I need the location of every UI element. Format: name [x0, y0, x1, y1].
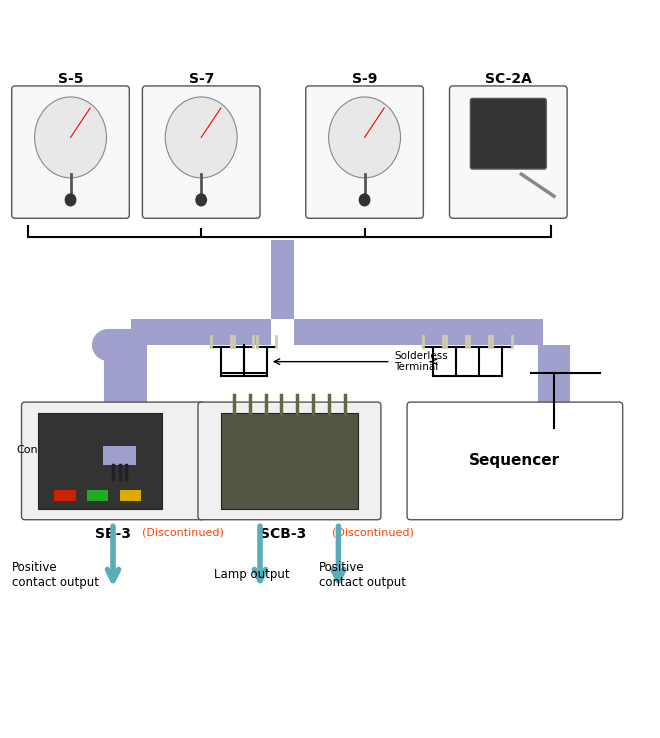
Polygon shape	[488, 320, 500, 345]
Circle shape	[65, 194, 76, 206]
Polygon shape	[54, 490, 76, 501]
Polygon shape	[271, 241, 294, 252]
Polygon shape	[337, 320, 348, 345]
Polygon shape	[294, 320, 305, 345]
Text: Positive
contact output: Positive contact output	[12, 561, 99, 589]
Text: (Discontinued): (Discontinued)	[332, 527, 414, 537]
Text: Positive
contact output: Positive contact output	[319, 561, 406, 589]
Polygon shape	[119, 490, 141, 501]
Polygon shape	[381, 320, 391, 345]
Text: Connector: Connector	[16, 445, 74, 455]
Circle shape	[359, 194, 370, 206]
Text: S-5: S-5	[58, 72, 83, 86]
Circle shape	[165, 97, 237, 178]
Polygon shape	[87, 490, 108, 501]
Polygon shape	[403, 320, 413, 345]
Text: S-7: S-7	[189, 72, 214, 86]
Text: S-9: S-9	[352, 72, 378, 86]
Text: SC-2A: SC-2A	[485, 72, 532, 86]
FancyBboxPatch shape	[306, 86, 423, 218]
FancyBboxPatch shape	[12, 86, 129, 218]
Text: SB-3: SB-3	[95, 527, 131, 541]
Polygon shape	[271, 286, 294, 297]
Polygon shape	[510, 320, 521, 345]
FancyBboxPatch shape	[449, 86, 567, 218]
Circle shape	[329, 97, 401, 178]
FancyBboxPatch shape	[407, 402, 622, 520]
Text: Sequencer: Sequencer	[469, 453, 560, 469]
Polygon shape	[103, 446, 136, 465]
Text: Solderless
Terminal: Solderless Terminal	[394, 351, 447, 373]
Polygon shape	[38, 413, 162, 508]
Circle shape	[34, 97, 106, 178]
Text: (Discontinued): (Discontinued)	[143, 527, 224, 537]
Polygon shape	[221, 413, 358, 508]
Polygon shape	[532, 320, 543, 345]
Polygon shape	[271, 308, 294, 320]
FancyBboxPatch shape	[471, 98, 546, 169]
FancyBboxPatch shape	[198, 402, 381, 520]
Polygon shape	[446, 320, 456, 345]
Polygon shape	[271, 263, 294, 275]
Polygon shape	[316, 320, 327, 345]
Polygon shape	[424, 320, 435, 345]
Circle shape	[196, 194, 207, 206]
Text: SCB-3: SCB-3	[260, 527, 306, 541]
Text: Lamp output: Lamp output	[214, 568, 290, 582]
Polygon shape	[294, 320, 543, 345]
FancyBboxPatch shape	[22, 402, 205, 520]
Polygon shape	[359, 320, 370, 345]
Polygon shape	[467, 320, 478, 345]
Polygon shape	[131, 320, 271, 345]
FancyBboxPatch shape	[143, 86, 260, 218]
Polygon shape	[271, 241, 294, 320]
